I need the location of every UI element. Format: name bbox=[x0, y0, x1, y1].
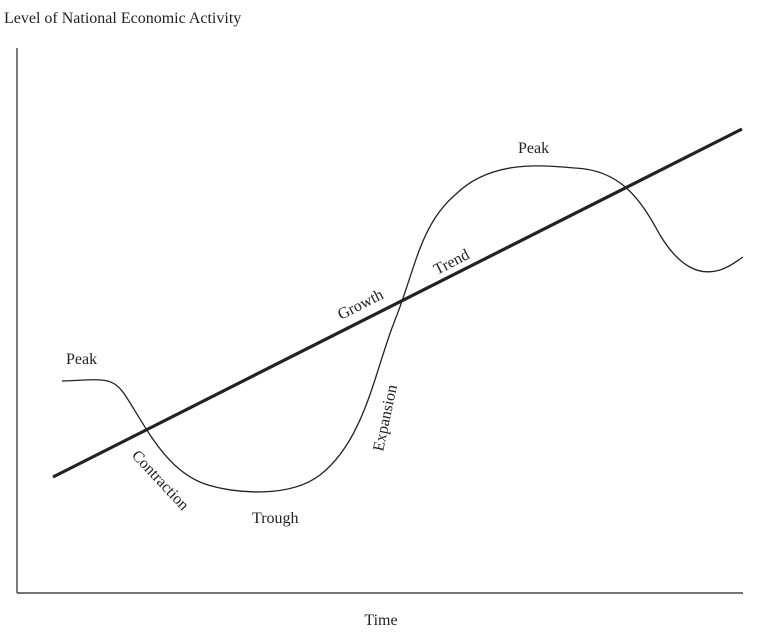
x-axis-label: Time bbox=[364, 612, 397, 629]
trend-label: Trend bbox=[431, 246, 472, 278]
peak-left-label: Peak bbox=[66, 351, 97, 368]
growth-label: Growth bbox=[335, 286, 386, 323]
expansion-label: Expansion bbox=[370, 383, 401, 453]
trough-label: Trough bbox=[252, 510, 299, 527]
y-axis-label: Level of National Economic Activity bbox=[4, 10, 241, 27]
trend-line bbox=[52, 127, 743, 479]
peak-right-label: Peak bbox=[518, 140, 549, 157]
business-cycle-curve bbox=[61, 165, 744, 493]
contraction-label: Contraction bbox=[128, 447, 192, 514]
